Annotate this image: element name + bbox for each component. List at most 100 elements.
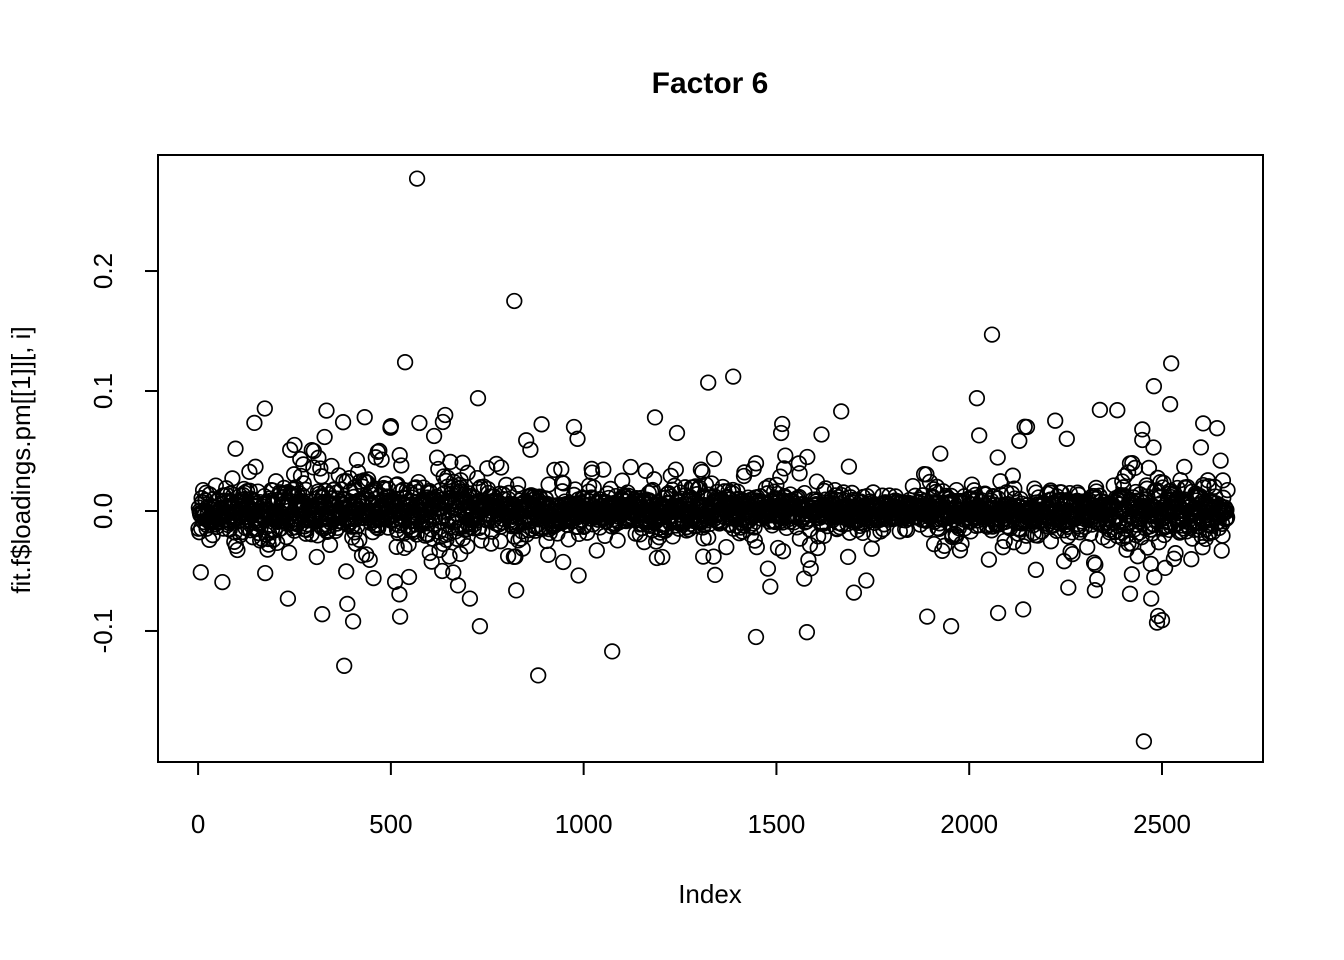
x-tick-label: 0: [191, 809, 205, 839]
data-point: [746, 532, 763, 549]
y-tick-label: 0.0: [88, 493, 118, 529]
plot-box: [157, 154, 1264, 763]
data-point: [1140, 459, 1158, 477]
plot-border: [157, 154, 1264, 763]
outlier-point: [668, 424, 686, 442]
data-point: [201, 531, 218, 548]
data-point: [391, 447, 408, 464]
x-tick-label: 1000: [555, 809, 613, 839]
outlier-point: [833, 403, 850, 420]
data-point: [295, 456, 312, 473]
data-point: [705, 548, 722, 565]
data-point: [642, 483, 660, 500]
outlier-point: [506, 292, 523, 310]
data-point: [736, 464, 753, 481]
data-point: [321, 536, 339, 553]
data-point: [313, 468, 330, 485]
outlier-point: [759, 560, 777, 577]
outlier-point: [396, 354, 414, 371]
data-point: [801, 536, 819, 554]
x-tick-label: 500: [369, 809, 412, 839]
data-point: [747, 455, 765, 472]
data-point: [229, 541, 246, 559]
data-point: [410, 473, 427, 491]
data-point: [595, 461, 612, 478]
outlier-point: [282, 441, 299, 458]
data-point: [509, 476, 527, 493]
data-point: [1059, 528, 1077, 545]
data-point: [989, 449, 1006, 466]
data-point: [718, 538, 735, 556]
data-point: [802, 560, 819, 577]
outlier-point: [604, 643, 621, 660]
outlier-point: [1143, 590, 1160, 607]
outlier-point: [762, 578, 779, 595]
outlier-point: [1027, 561, 1045, 578]
data-point: [348, 451, 366, 469]
data-point: [423, 553, 440, 570]
data-point: [459, 464, 476, 481]
data-point: [499, 547, 517, 565]
data-point: [1025, 524, 1042, 542]
outlier-point: [344, 613, 362, 630]
data-point: [351, 531, 368, 548]
outlier-point: [1018, 418, 1036, 436]
data-point: [703, 475, 720, 492]
outlier-point: [1208, 420, 1226, 437]
data-point: [1047, 412, 1064, 429]
data-point: [695, 548, 712, 565]
data-point: [1194, 539, 1211, 556]
outlier-point: [386, 573, 404, 590]
outlier-point: [1015, 601, 1032, 618]
plot-title: Factor 6: [652, 67, 769, 100]
x-axis-label: Index: [678, 879, 742, 909]
outlier-point: [1134, 421, 1151, 438]
data-point: [382, 417, 400, 435]
data-point: [393, 457, 410, 474]
data-point: [774, 543, 792, 560]
data-point: [459, 538, 476, 555]
outlier-point: [434, 562, 451, 580]
outlier-point: [391, 608, 409, 625]
data-point: [1091, 401, 1109, 419]
data-point: [1079, 539, 1096, 556]
data-point: [442, 453, 459, 471]
data-point: [373, 451, 390, 468]
outlier-point: [279, 590, 297, 607]
outlier-point: [919, 608, 936, 625]
data-point: [479, 460, 496, 477]
data-point: [522, 441, 539, 458]
outlier-point: [989, 604, 1007, 622]
data-point: [1214, 527, 1231, 544]
data-point: [569, 430, 586, 447]
data-point: [308, 548, 325, 566]
data-point: [411, 414, 428, 432]
data-point: [636, 533, 653, 551]
data-point: [1156, 559, 1174, 577]
data-point: [1142, 555, 1159, 573]
data-point: [1064, 545, 1081, 563]
data-point: [247, 458, 264, 475]
x-tick-label: 2000: [940, 809, 998, 839]
outlier-point: [437, 406, 454, 424]
data-point: [667, 461, 684, 478]
outlier-point: [1163, 355, 1180, 372]
data-point: [1123, 566, 1141, 583]
data-point: [1085, 554, 1103, 571]
data-point: [644, 481, 661, 499]
data-point: [241, 482, 258, 499]
data-point: [371, 442, 388, 460]
outlier-point: [1121, 585, 1139, 602]
data-point: [706, 566, 724, 584]
outlier-point: [565, 418, 583, 436]
data-point: [637, 462, 654, 479]
data-point: [256, 400, 273, 417]
data-point: [1192, 439, 1210, 456]
data-point: [1214, 472, 1232, 489]
data-point: [356, 409, 373, 426]
data-point: [697, 476, 715, 493]
data-point: [1217, 511, 1234, 528]
outlier-point: [1145, 378, 1163, 395]
data-point: [560, 531, 577, 548]
